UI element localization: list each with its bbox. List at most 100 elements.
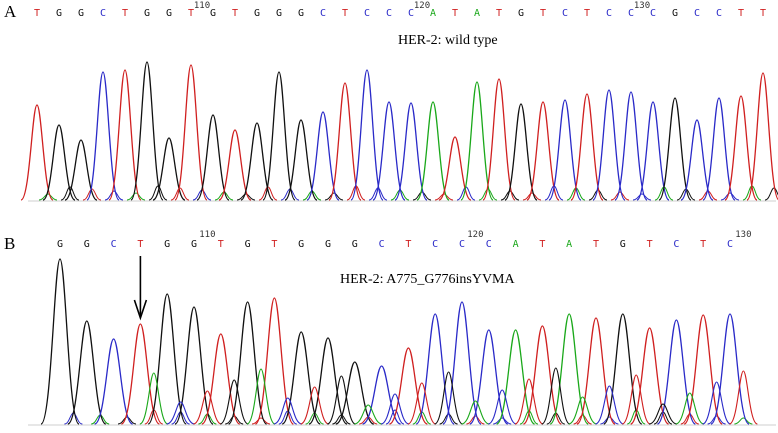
secondary-peak xyxy=(729,370,758,425)
peak-C xyxy=(710,313,750,425)
base-call-T: T xyxy=(540,8,546,19)
secondary-peak xyxy=(300,386,329,425)
peak-C xyxy=(548,99,582,201)
peak-G xyxy=(603,313,643,425)
peak-C xyxy=(306,111,340,201)
base-call-G: G xyxy=(254,8,260,19)
peak-G xyxy=(147,293,187,425)
base-call-C: C xyxy=(459,239,465,250)
peak-C xyxy=(702,97,736,201)
secondary-peak xyxy=(166,401,195,425)
position-mark: 110 xyxy=(194,1,210,11)
base-call-C: C xyxy=(606,8,612,19)
base-call-T: T xyxy=(34,8,40,19)
secondary-peak xyxy=(219,379,249,425)
noise-peak xyxy=(764,187,778,201)
position-mark: 120 xyxy=(414,1,430,11)
base-call-C: C xyxy=(716,8,722,19)
panel-a-title: HER-2: wild type xyxy=(398,33,498,48)
secondary-peak xyxy=(514,378,544,425)
panel-b-trace: G G C T G G T G T G G G C T C C C A T A T G T C T C 110 120 130 xyxy=(28,230,776,426)
position-mark: 110 xyxy=(199,230,215,240)
secondary-peak xyxy=(702,381,731,425)
base-call-G: G xyxy=(620,239,626,250)
noise-peak xyxy=(439,413,458,425)
secondary-peak xyxy=(193,390,222,425)
base-call-G: G xyxy=(144,8,150,19)
base-call-C: C xyxy=(100,8,106,19)
base-call-C: C xyxy=(379,239,385,250)
peak-T xyxy=(218,129,252,201)
base-call-T: T xyxy=(700,239,706,250)
base-call-T: T xyxy=(271,239,277,250)
base-call-C: C xyxy=(320,8,326,19)
base-call-T: T xyxy=(218,239,224,250)
secondary-peak xyxy=(273,397,302,425)
peak-T xyxy=(438,136,472,201)
base-call-C: C xyxy=(562,8,568,19)
base-call-G: G xyxy=(57,239,63,250)
secondary-peak xyxy=(354,404,383,425)
noise-peak xyxy=(434,193,454,201)
secondary-peak xyxy=(461,400,490,425)
base-call-G: G xyxy=(352,239,358,250)
peak-T xyxy=(724,95,758,201)
noise-peak xyxy=(600,416,619,425)
noise-peak xyxy=(38,193,58,201)
noise-peak xyxy=(522,192,542,201)
base-call-C: C xyxy=(386,8,392,19)
base-call-C: C xyxy=(364,8,370,19)
peak-C xyxy=(592,89,626,201)
noise-peak xyxy=(707,415,726,425)
noise-peak xyxy=(573,414,592,425)
base-call-G: G xyxy=(166,8,172,19)
peak-G xyxy=(281,331,321,425)
secondary-peak xyxy=(595,385,624,425)
peak-C xyxy=(394,102,428,201)
peak-T xyxy=(174,64,208,201)
base-call-T: T xyxy=(342,8,348,19)
peak-G xyxy=(262,71,296,201)
base-call-G: G xyxy=(78,8,84,19)
base-call-T: T xyxy=(232,8,238,19)
secondary-peak xyxy=(541,367,571,425)
noise-peak xyxy=(412,191,432,201)
base-call-A: A xyxy=(430,8,436,19)
peak-C xyxy=(680,119,714,201)
noise-peak xyxy=(588,189,608,201)
base-call-T: T xyxy=(760,8,766,19)
secondary-peak xyxy=(139,372,169,425)
noise-peak xyxy=(680,413,699,425)
base-call-C: C xyxy=(432,239,438,250)
peak-T xyxy=(570,93,604,201)
peak-A xyxy=(416,101,450,201)
secondary-peak xyxy=(407,382,437,425)
base-call-C: C xyxy=(673,239,679,250)
panel-a-letter: A xyxy=(4,2,17,21)
peak-C xyxy=(656,319,697,425)
base-call-G: G xyxy=(210,8,216,19)
peak-G xyxy=(174,306,214,425)
base-call-T: T xyxy=(122,8,128,19)
secondary-peak xyxy=(326,375,356,425)
secondary-peak xyxy=(621,374,651,425)
peak-T xyxy=(389,347,428,425)
noise-peak xyxy=(466,415,485,425)
base-call-G: G xyxy=(325,239,331,250)
peak-C xyxy=(372,101,406,201)
noise-peak xyxy=(632,193,652,201)
peak-C xyxy=(614,91,648,201)
chromatogram-panel-b: B HER-2: A775_G776insYVMA G G C T G G T G T G G G C T… xyxy=(0,216,778,433)
base-call-T: T xyxy=(647,239,653,250)
chromatogram-panel-a: A HER-2: wild type T G G C T G G T G T G G G C T C C C A T A… xyxy=(0,0,778,215)
noise-peak xyxy=(478,188,498,201)
base-call-G: G xyxy=(672,8,678,19)
peak-A xyxy=(549,313,589,425)
peak-C xyxy=(636,101,670,201)
peak-C xyxy=(415,313,455,425)
peak-C xyxy=(86,71,120,201)
peak-C xyxy=(442,301,482,425)
peak-T xyxy=(526,101,560,201)
peak-G xyxy=(42,124,76,201)
base-call-C: C xyxy=(408,8,414,19)
